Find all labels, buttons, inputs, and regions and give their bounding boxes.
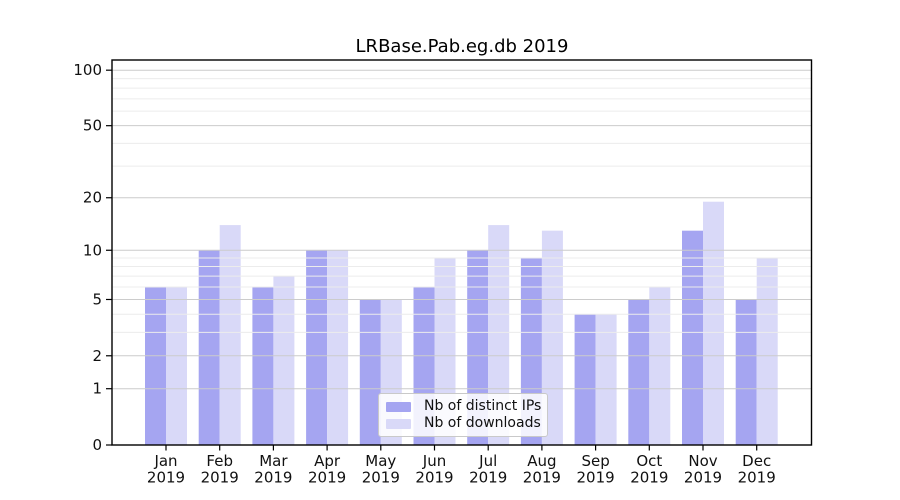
x-tick-label-month-may: May	[365, 452, 396, 470]
x-tick-label-year-jul: 2019	[469, 469, 507, 487]
legend: Nb of distinct IPs Nb of downloads	[378, 393, 548, 437]
legend-label-distinct-ips: Nb of distinct IPs	[424, 398, 542, 414]
x-tick-label-month-apr: Apr	[314, 452, 341, 470]
bar-distinct-ips-apr	[306, 250, 328, 445]
x-tick-label-year-feb: 2019	[201, 469, 239, 487]
bar-downloads-jan	[166, 286, 187, 445]
x-tick-label-year-jan: 2019	[147, 469, 185, 487]
legend-swatch-distinct-ips	[386, 401, 411, 412]
legend-item-downloads: Nb of downloads	[386, 415, 547, 432]
y-tick-label-2: 2	[92, 347, 102, 365]
y-tick-label-10: 10	[83, 241, 102, 259]
x-tick-label-year-mar: 2019	[254, 469, 292, 487]
x-tick-label-year-apr: 2019	[308, 469, 346, 487]
x-tick-label-year-jun: 2019	[415, 469, 453, 487]
x-tick-label-month-mar: Mar	[259, 452, 288, 470]
bar-downloads-sep	[595, 314, 617, 445]
bar-distinct-ips-feb	[198, 250, 220, 445]
bar-downloads-dec	[756, 258, 778, 445]
bar-distinct-ips-oct	[628, 299, 650, 445]
legend-item-distinct-ips: Nb of distinct IPs	[386, 398, 547, 415]
x-tick-label-month-sep: Sep	[581, 452, 609, 470]
x-tick-label-month-nov: Nov	[688, 452, 717, 470]
y-tick-label-5: 5	[92, 290, 102, 308]
chart-title: LRBase.Pab.eg.db 2019	[355, 36, 569, 57]
bar-downloads-nov	[703, 201, 724, 445]
y-tick-label-50: 50	[83, 117, 102, 135]
bar-distinct-ips-mar	[252, 286, 274, 445]
x-tick-label-year-oct: 2019	[630, 469, 668, 487]
y-tick-label-100: 100	[73, 61, 102, 79]
y-tick-label-1: 1	[92, 380, 102, 398]
y-tick-label-0: 0	[92, 436, 102, 454]
bar-distinct-ips-nov	[682, 230, 703, 445]
x-tick-label-year-sep: 2019	[577, 469, 615, 487]
x-tick-label-month-feb: Feb	[206, 452, 233, 470]
x-tick-label-month-jun: Jun	[422, 452, 446, 470]
plot-frame	[111, 59, 813, 446]
bar-downloads-jul	[488, 225, 510, 445]
bar-downloads-aug	[541, 230, 563, 445]
bar-downloads-mar	[273, 276, 295, 445]
x-tick-label-month-aug: Aug	[527, 452, 556, 470]
x-tick-label-year-may: 2019	[362, 469, 400, 487]
legend-label-downloads: Nb of downloads	[424, 415, 541, 431]
x-tick-label-month-dec: Dec	[742, 452, 771, 470]
x-tick-label-month-oct: Oct	[636, 452, 662, 470]
x-tick-label-year-nov: 2019	[684, 469, 722, 487]
x-tick-label-year-dec: 2019	[738, 469, 776, 487]
legend-swatch-downloads	[386, 418, 411, 429]
bar-distinct-ips-sep	[574, 314, 596, 445]
y-tick-label-20: 20	[83, 189, 102, 207]
x-tick-label-month-jul: Jul	[478, 452, 497, 470]
bar-distinct-ips-jan	[145, 286, 166, 445]
bar-distinct-ips-dec	[735, 299, 757, 445]
bar-downloads-apr	[327, 250, 349, 445]
bar-downloads-oct	[649, 286, 671, 445]
x-tick-label-year-aug: 2019	[523, 469, 561, 487]
x-tick-label-month-jan: Jan	[153, 452, 177, 470]
bar-distinct-ips-may	[359, 299, 381, 445]
bar-downloads-feb	[219, 225, 241, 445]
